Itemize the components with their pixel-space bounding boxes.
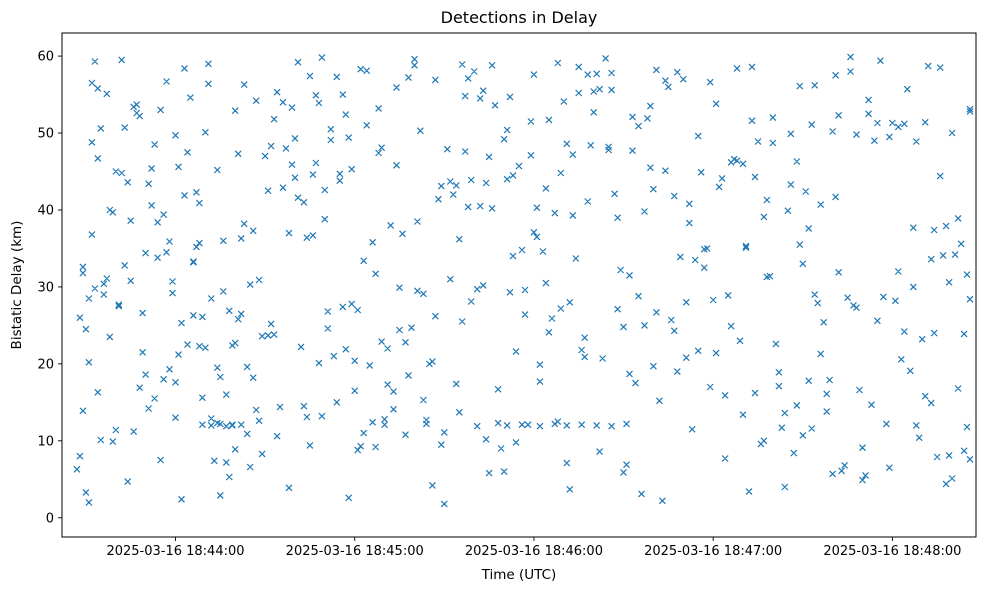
y-tick-label: 60: [37, 50, 54, 65]
y-tick-label: 30: [37, 280, 54, 295]
y-tick-label: 10: [37, 434, 54, 449]
x-tick-label: 2025-03-16 18:45:00: [286, 544, 424, 559]
x-tick-label: 2025-03-16 18:46:00: [465, 544, 603, 559]
x-axis-label: Time (UTC): [481, 567, 557, 583]
plot-area: [62, 33, 976, 537]
y-tick-label: 0: [46, 511, 54, 526]
chart-title: Detections in Delay: [441, 8, 598, 27]
tick-marks: [58, 55, 893, 541]
y-axis-label: Bistatic Delay (km): [9, 221, 25, 350]
x-tick-label: 2025-03-16 18:44:00: [106, 544, 244, 559]
y-tick-label: 20: [37, 357, 54, 372]
x-tick-label: 2025-03-16 18:48:00: [823, 544, 961, 559]
x-tick-label: 2025-03-16 18:47:00: [644, 544, 782, 559]
y-tick-label: 40: [37, 203, 54, 218]
scatter-markers: [73, 53, 974, 508]
tick-labels: 2025-03-16 18:44:00 2025-03-16 18:45:00 20…: [37, 50, 961, 559]
axes-spines: [61, 32, 977, 538]
y-tick-label: 50: [37, 127, 54, 142]
